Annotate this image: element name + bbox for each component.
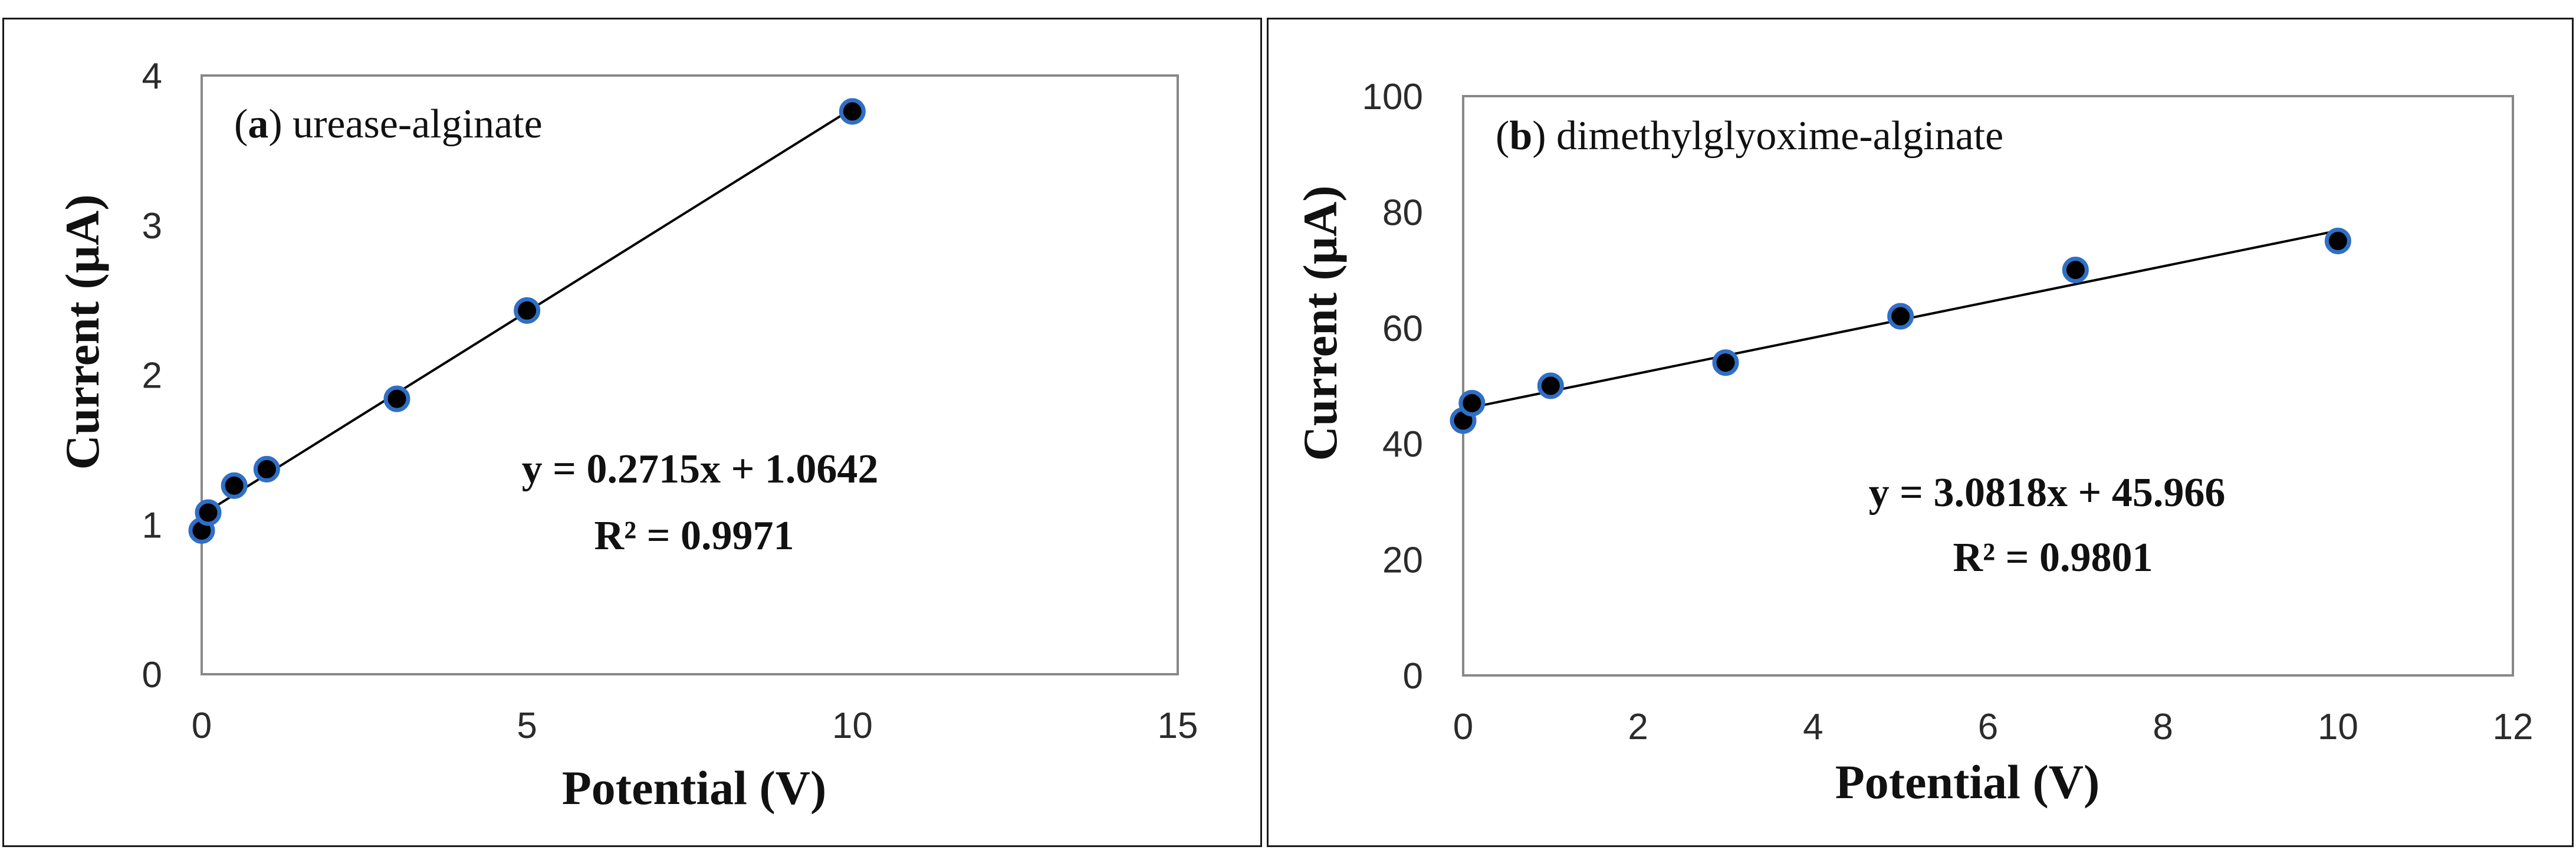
- y-tick-label: 0: [142, 655, 162, 695]
- data-point: [1887, 303, 1914, 330]
- x-axis-label: Potential (V): [1835, 755, 2100, 809]
- data-point: [839, 98, 866, 125]
- x-tick-label: 0: [192, 706, 212, 746]
- y-axis-label: Current (µA): [55, 194, 109, 470]
- data-point: [1458, 389, 1486, 416]
- chart-a-svg: 0 1 2 3 4 0 5 10 15 (a) urease-alginate Current (µ…: [55, 56, 1198, 815]
- x-tick-label: 10: [2318, 707, 2358, 747]
- panel-name: ) urease-alginate: [268, 101, 542, 147]
- y-tick-label: 4: [142, 56, 162, 97]
- chart-b-svg: 0 20 40 60 80 100 0 2 4 6 8 10 12 (b) dimethylglyoxim…: [1293, 77, 2534, 809]
- y-tick-label: 80: [1382, 192, 1423, 233]
- data-point: [195, 499, 222, 526]
- panel-letter: b: [1509, 113, 1532, 159]
- data-point: [1712, 349, 1739, 376]
- y-tick-label: 1: [142, 505, 162, 546]
- data-point: [221, 472, 248, 499]
- equation-label: y = 3.0818x + 45.966: [1869, 470, 2226, 516]
- x-tick-label: 4: [1803, 707, 1823, 747]
- x-tick-label: 5: [517, 706, 537, 746]
- r-squared-label: R² = 0.9971: [594, 513, 794, 559]
- y-tick-label: 3: [142, 206, 162, 247]
- y-tick-label: 60: [1382, 309, 1423, 349]
- data-point: [253, 455, 280, 483]
- data-point: [514, 297, 541, 324]
- y-tick-label: 0: [1403, 656, 1423, 697]
- x-tick-label: 15: [1158, 706, 1198, 746]
- x-tick-label: 0: [1453, 707, 1473, 747]
- y-tick-label: 2: [142, 356, 162, 396]
- data-point: [2062, 257, 2089, 284]
- x-axis-label: Potential (V): [562, 761, 827, 815]
- x-tick-label: 8: [2153, 707, 2173, 747]
- x-tick-label: 2: [1628, 707, 1648, 747]
- panel-name: ) dimethylglyoxime-alginate: [1532, 113, 2003, 159]
- y-tick-label: 100: [1362, 77, 1423, 117]
- data-point: [383, 385, 410, 412]
- x-tick-label: 6: [1978, 707, 1998, 747]
- panel-title: (b) dimethylglyoxime-alginate: [1496, 113, 2003, 159]
- plot-area-border: [201, 74, 1179, 675]
- plot-area-border: [1462, 95, 2514, 677]
- r-squared-label: R² = 0.9801: [1953, 535, 2153, 580]
- panel-title: (a) urease-alginate: [234, 101, 543, 147]
- y-tick-label: 20: [1382, 540, 1423, 581]
- data-point: [2324, 228, 2351, 254]
- y-axis-label: Current (µA): [1293, 185, 1347, 461]
- equation-label: y = 0.2715x + 1.0642: [522, 447, 879, 492]
- data-point: [1537, 372, 1564, 399]
- chart-panel-b: 0 20 40 60 80 100 0 2 4 6 8 10 12 (b) dimethylglyoxim…: [1267, 18, 2574, 847]
- panel-letter: a: [248, 101, 268, 147]
- x-tick-label: 10: [832, 706, 873, 746]
- x-tick-label: 12: [2493, 707, 2534, 747]
- y-tick-label: 40: [1382, 424, 1423, 465]
- chart-panel-a: 0 1 2 3 4 0 5 10 15 (a) urease-alginate Current (µ…: [2, 18, 1262, 847]
